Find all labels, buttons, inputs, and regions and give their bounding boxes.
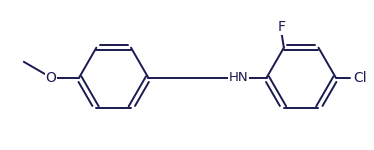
- Text: Cl: Cl: [353, 71, 367, 85]
- Text: HN: HN: [229, 71, 248, 84]
- Text: O: O: [46, 71, 56, 85]
- Text: F: F: [278, 20, 285, 34]
